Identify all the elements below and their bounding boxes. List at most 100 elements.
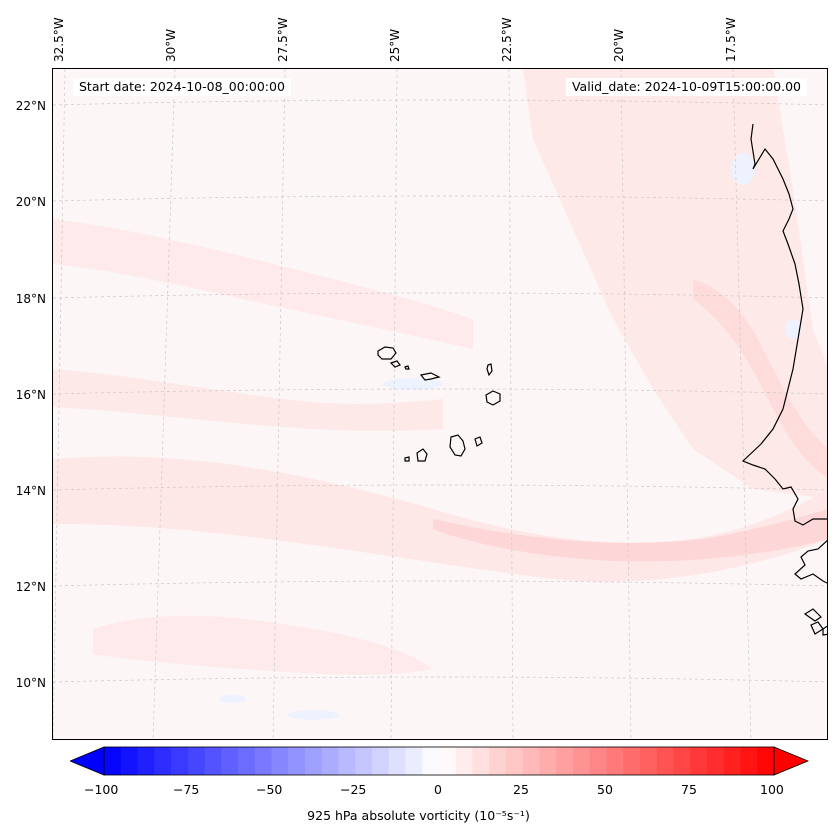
cb-tick-75: 75 [681,782,697,797]
colorbar-min-arrow [68,746,105,776]
lon-label-25w: 25°W [388,28,402,62]
valid-date-label: Valid_date: 2024-10-09T15:00:00.00 [565,78,807,96]
cb-tick-100: 100 [760,782,784,797]
island-santa-luzia [404,365,410,370]
cb-tick-neg75: −75 [173,782,200,797]
colorbar-segment [388,747,407,775]
colorbar-segment [254,747,273,775]
lat-gridline-20 [53,195,827,202]
map-panel[interactable]: Start date: 2024-10-08_00:00:00 Valid_da… [52,68,828,740]
colorbar-segment [422,747,440,775]
colorbar-segment [439,747,457,775]
colorbar-segment [522,747,541,775]
negative-patch-4 [219,695,247,703]
colorbar-frame [103,746,775,776]
colorbar-segment [321,747,340,775]
colorbar-segment [405,747,423,775]
lat-gridline-18 [53,292,827,299]
lon-gridline-30 [152,69,176,739]
lat-gridline-12 [53,580,827,587]
bijagos-islands [803,608,827,636]
africa-coastline-guinea [794,540,827,584]
lat-gridline-16 [53,388,827,395]
gridlines [53,69,827,739]
lon-gridline-27-5 [272,69,286,739]
negative-patch-1 [383,378,443,390]
colorbar-segment [238,747,256,775]
colorbar-max-arrow [773,746,810,776]
lon-label-17-5w: 17.5°W [724,17,738,62]
island-santo-antao [377,346,397,360]
colorbar-segment [723,747,742,775]
colorbar-segment [640,747,658,775]
colorbar-segment [221,747,239,775]
positive-band-west [53,369,443,432]
lon-label-22-5w: 22.5°W [500,17,514,62]
lat-label-18n: 18°N [15,292,46,306]
lon-gridline-25 [390,69,398,739]
colorbar-segment [589,747,608,775]
island-fogo [416,448,428,462]
lon-label-30w: 30°W [164,28,178,62]
cb-tick-0: 0 [434,782,442,797]
negative-patch-3 [287,710,339,720]
colorbar-segment [740,747,758,775]
island-boa-vista [485,390,501,406]
lat-label-10n: 10°N [15,676,46,690]
colorbar-segment [690,747,708,775]
colorbar [68,745,810,781]
colorbar-segment [271,747,289,775]
colorbar-segment [656,747,675,775]
lat-gridline-14 [53,484,827,491]
colorbar-segment [573,747,591,775]
island-santiago [449,434,466,457]
island-sao-nicolau [419,372,441,381]
cb-tick-25: 25 [513,782,529,797]
vorticity-map [53,69,827,739]
lon-gridline-32-5 [53,69,66,739]
colorbar-segment [673,747,691,775]
cb-tick-neg100: −100 [84,782,119,797]
island-maio [474,436,483,447]
lat-label-16n: 16°N [15,388,46,402]
colorbar-segment [154,747,172,775]
colorbar-segment [506,747,524,775]
colorbar-segment [137,747,155,775]
colorbar-segment [187,747,206,775]
colorbar-svg [68,746,810,776]
colorbar-segment [104,747,122,775]
colorbar-segment [338,747,356,775]
colorbar-segment [707,747,725,775]
colorbar-segment [372,747,390,775]
colorbar-title: 925 hPa absolute vorticity (10⁻⁵s⁻¹) [307,808,530,823]
negative-patch-2 [731,153,755,185]
colorbar-segment [120,747,139,775]
positive-band-coast [693,279,827,478]
lon-gridline-22-5 [508,69,514,739]
lat-label-14n: 14°N [15,484,46,498]
positive-band-ne [523,69,827,499]
colorbar-segments [104,747,775,775]
island-sal [486,363,493,377]
colorbar-segment [539,747,557,775]
cb-tick-neg25: −25 [340,782,367,797]
lat-label-20n: 20°N [15,195,46,209]
lat-label-22n: 22°N [15,99,46,113]
colorbar-segment [606,747,624,775]
colorbar-segment [472,747,490,775]
lon-label-27-5w: 27.5°W [276,17,290,62]
positive-band-central [53,456,827,582]
colorbar-segment [489,747,507,775]
colorbar-segment [305,747,323,775]
lat-label-12n: 12°N [15,580,46,594]
colorbar-segment [623,747,641,775]
positive-band-south [433,509,827,562]
colorbar-segment [204,747,222,775]
colorbar-segment [757,747,775,775]
cb-tick-50: 50 [597,782,613,797]
positive-patches-sw [93,615,433,675]
colorbar-segment [171,747,189,775]
island-brava [404,456,410,462]
island-sao-vicente [389,360,401,368]
negative-patch-5 [785,319,801,339]
